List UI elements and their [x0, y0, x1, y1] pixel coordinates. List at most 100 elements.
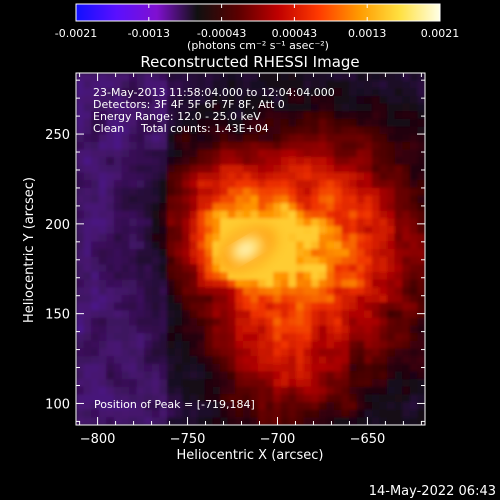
heatmap-cell [174, 180, 183, 189]
heatmap-cell [311, 111, 320, 120]
heatmap-cell [258, 317, 267, 327]
heatmap-cell [303, 302, 312, 311]
heatmap-cell [387, 141, 396, 151]
heatmap-cell [83, 141, 92, 151]
heatmap-cell [144, 187, 153, 197]
heatmap-cell [174, 149, 183, 158]
heatmap-cell [220, 88, 229, 97]
heatmap-cell [189, 157, 198, 166]
heatmap-cell [227, 203, 236, 212]
heatmap-cell [204, 409, 214, 418]
heatmap-cell [159, 141, 168, 151]
heatmap-cell [167, 241, 176, 250]
heatmap-cell [220, 317, 229, 327]
heatmap-cell [98, 203, 107, 212]
heatmap-cell [121, 95, 130, 105]
heatmap-cell [265, 371, 274, 380]
heatmap-cell [220, 134, 229, 143]
heatmap-cell [189, 402, 198, 411]
heatmap-cell [167, 149, 176, 158]
heatmap-cell [387, 111, 396, 120]
heatmap-cell [265, 356, 274, 365]
heatmap-cell [159, 287, 168, 296]
heatmap-cell [212, 264, 221, 273]
heatmap-cell [167, 180, 176, 189]
heatmap-cell [349, 203, 358, 212]
heatmap-cell [296, 88, 305, 97]
heatmap-cell [250, 340, 259, 350]
heatmap-cell [318, 310, 327, 319]
heatmap-cell [288, 88, 297, 97]
heatmap-cell [113, 233, 123, 242]
heatmap-cell [303, 279, 312, 288]
heatmap-cell [341, 394, 350, 403]
heatmap-cell [174, 402, 183, 411]
heatmap-cell [197, 88, 206, 97]
heatmap-cell [288, 402, 297, 411]
heatmap-cell [235, 210, 244, 219]
heatmap-cell [273, 149, 282, 158]
heatmap-cell [227, 356, 236, 365]
heatmap-cell [204, 363, 214, 373]
heatmap-cell [83, 310, 92, 319]
heatmap-cell [242, 210, 252, 219]
heatmap-cell [151, 180, 161, 189]
heatmap-cell [121, 317, 130, 327]
heatmap-cell [349, 134, 358, 143]
heatmap-cell [129, 371, 138, 380]
heatmap-cell [182, 379, 191, 388]
heatmap-cell [227, 180, 236, 189]
heatmap-cell [151, 164, 161, 174]
heatmap-cell [349, 271, 358, 281]
y-tick-label: 200 [45, 218, 70, 233]
heatmap-cell [341, 203, 350, 212]
heatmap-cell [280, 271, 290, 281]
heatmap-cell [394, 203, 403, 212]
heatmap-cell [349, 386, 358, 395]
heatmap-cell [265, 80, 274, 89]
heatmap-cell [76, 126, 85, 135]
heatmap-cell [159, 180, 168, 189]
heatmap-cell [349, 157, 358, 166]
heatmap-cell [394, 394, 403, 403]
heatmap-cell [326, 348, 335, 357]
heatmap-cell [167, 302, 176, 311]
heatmap-cell [212, 363, 221, 373]
heatmap-cell [129, 80, 138, 89]
heatmap-cell [159, 333, 168, 342]
heatmap-cell [250, 279, 259, 288]
heatmap-cell [356, 226, 365, 235]
heatmap-cell [258, 111, 267, 120]
heatmap-cell [151, 386, 161, 395]
heatmap-cell [333, 294, 343, 304]
heatmap-cell [288, 241, 297, 250]
heatmap-cell [387, 172, 396, 181]
heatmap-cell [280, 264, 290, 273]
heatmap-cell [280, 348, 290, 357]
heatmap-cell [280, 141, 290, 151]
heatmap-cell [364, 294, 373, 304]
heatmap-cell [280, 409, 290, 418]
heatmap-cell [182, 88, 191, 97]
heatmap-cell [121, 271, 130, 281]
heatmap-cell [318, 126, 327, 135]
heatmap-cell [167, 118, 176, 128]
heatmap-cell [356, 271, 365, 281]
heatmap-cell [402, 394, 411, 403]
heatmap-cell [296, 333, 305, 342]
heatmap-cell [159, 111, 168, 120]
heatmap-cell [265, 141, 274, 151]
heatmap-cell [371, 279, 381, 288]
heatmap-cell [204, 233, 214, 242]
heatmap-cell [303, 325, 312, 334]
heatmap-cell [371, 164, 381, 174]
heatmap-cell [197, 256, 206, 265]
heatmap-cell [136, 379, 145, 388]
heatmap-cell [76, 287, 85, 296]
heatmap-cell [242, 95, 252, 105]
heatmap-cell [204, 180, 214, 189]
heatmap-cell [113, 264, 123, 273]
heatmap-cell [220, 126, 229, 135]
heatmap-cell [387, 180, 396, 189]
heatmap-cell [311, 195, 320, 204]
